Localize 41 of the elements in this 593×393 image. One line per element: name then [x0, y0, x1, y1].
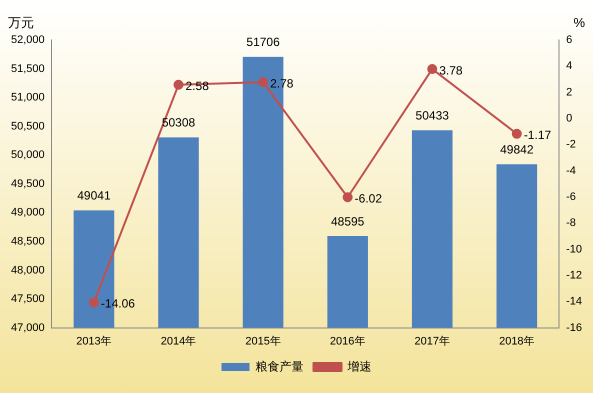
y-tick-label: 51,500: [10, 62, 45, 75]
data-label: 49842: [500, 142, 534, 157]
y2-tick-label: 0: [566, 112, 572, 125]
y-tick-label: 47,000: [10, 322, 45, 334]
legend-label: 粮食产量: [256, 359, 304, 374]
y2-axis-title: %: [573, 15, 586, 30]
y-tick-label: 49,500: [10, 178, 45, 190]
y-tick-label: 49,000: [10, 206, 45, 219]
y-tick-label: 51,000: [10, 92, 45, 104]
y2-tick-label: -16: [566, 322, 582, 334]
data-label: 48595: [330, 214, 365, 228]
legend-label: 增速: [346, 359, 372, 374]
y2-tick-label: 4: [566, 60, 572, 72]
x-tick-label: 2017年: [414, 335, 450, 348]
data-label: 49041: [77, 188, 111, 203]
data-label: -1.17: [524, 128, 552, 142]
data-label: 51706: [246, 35, 280, 50]
x-tick-label: 2018年: [499, 335, 535, 348]
y2-tick-label: -4: [566, 164, 576, 177]
y-tick-label: 48,000: [10, 264, 45, 276]
y2-tick-label: 2: [566, 86, 572, 98]
y2-tick-label: -14: [566, 296, 582, 308]
y2-tick-label: -8: [566, 217, 576, 230]
x-tick-label: 2013年: [76, 335, 112, 348]
x-tick-label: 2016年: [330, 335, 366, 348]
y2-tick-label: 6: [566, 34, 572, 46]
y-axis-title: 万元: [8, 15, 34, 30]
y2-tick-label: -12: [566, 270, 582, 282]
y-tick-label: 48,500: [10, 235, 45, 248]
data-label: -6.02: [354, 192, 382, 206]
y-tick-label: 52,000: [10, 34, 45, 46]
x-tick-label: 2015年: [245, 335, 281, 348]
y2-tick-label: -2: [566, 138, 576, 151]
y2-tick-label: -10: [566, 243, 582, 256]
x-tick-label: 2014年: [160, 335, 196, 348]
data-label: 50433: [416, 108, 450, 123]
y-tick-label: 47,500: [10, 293, 45, 306]
y2-tick-label: -6: [566, 191, 576, 204]
y-tick-label: 50,000: [10, 149, 45, 162]
y-tick-label: 50,500: [10, 120, 45, 132]
data-label: 3.78: [439, 63, 463, 78]
